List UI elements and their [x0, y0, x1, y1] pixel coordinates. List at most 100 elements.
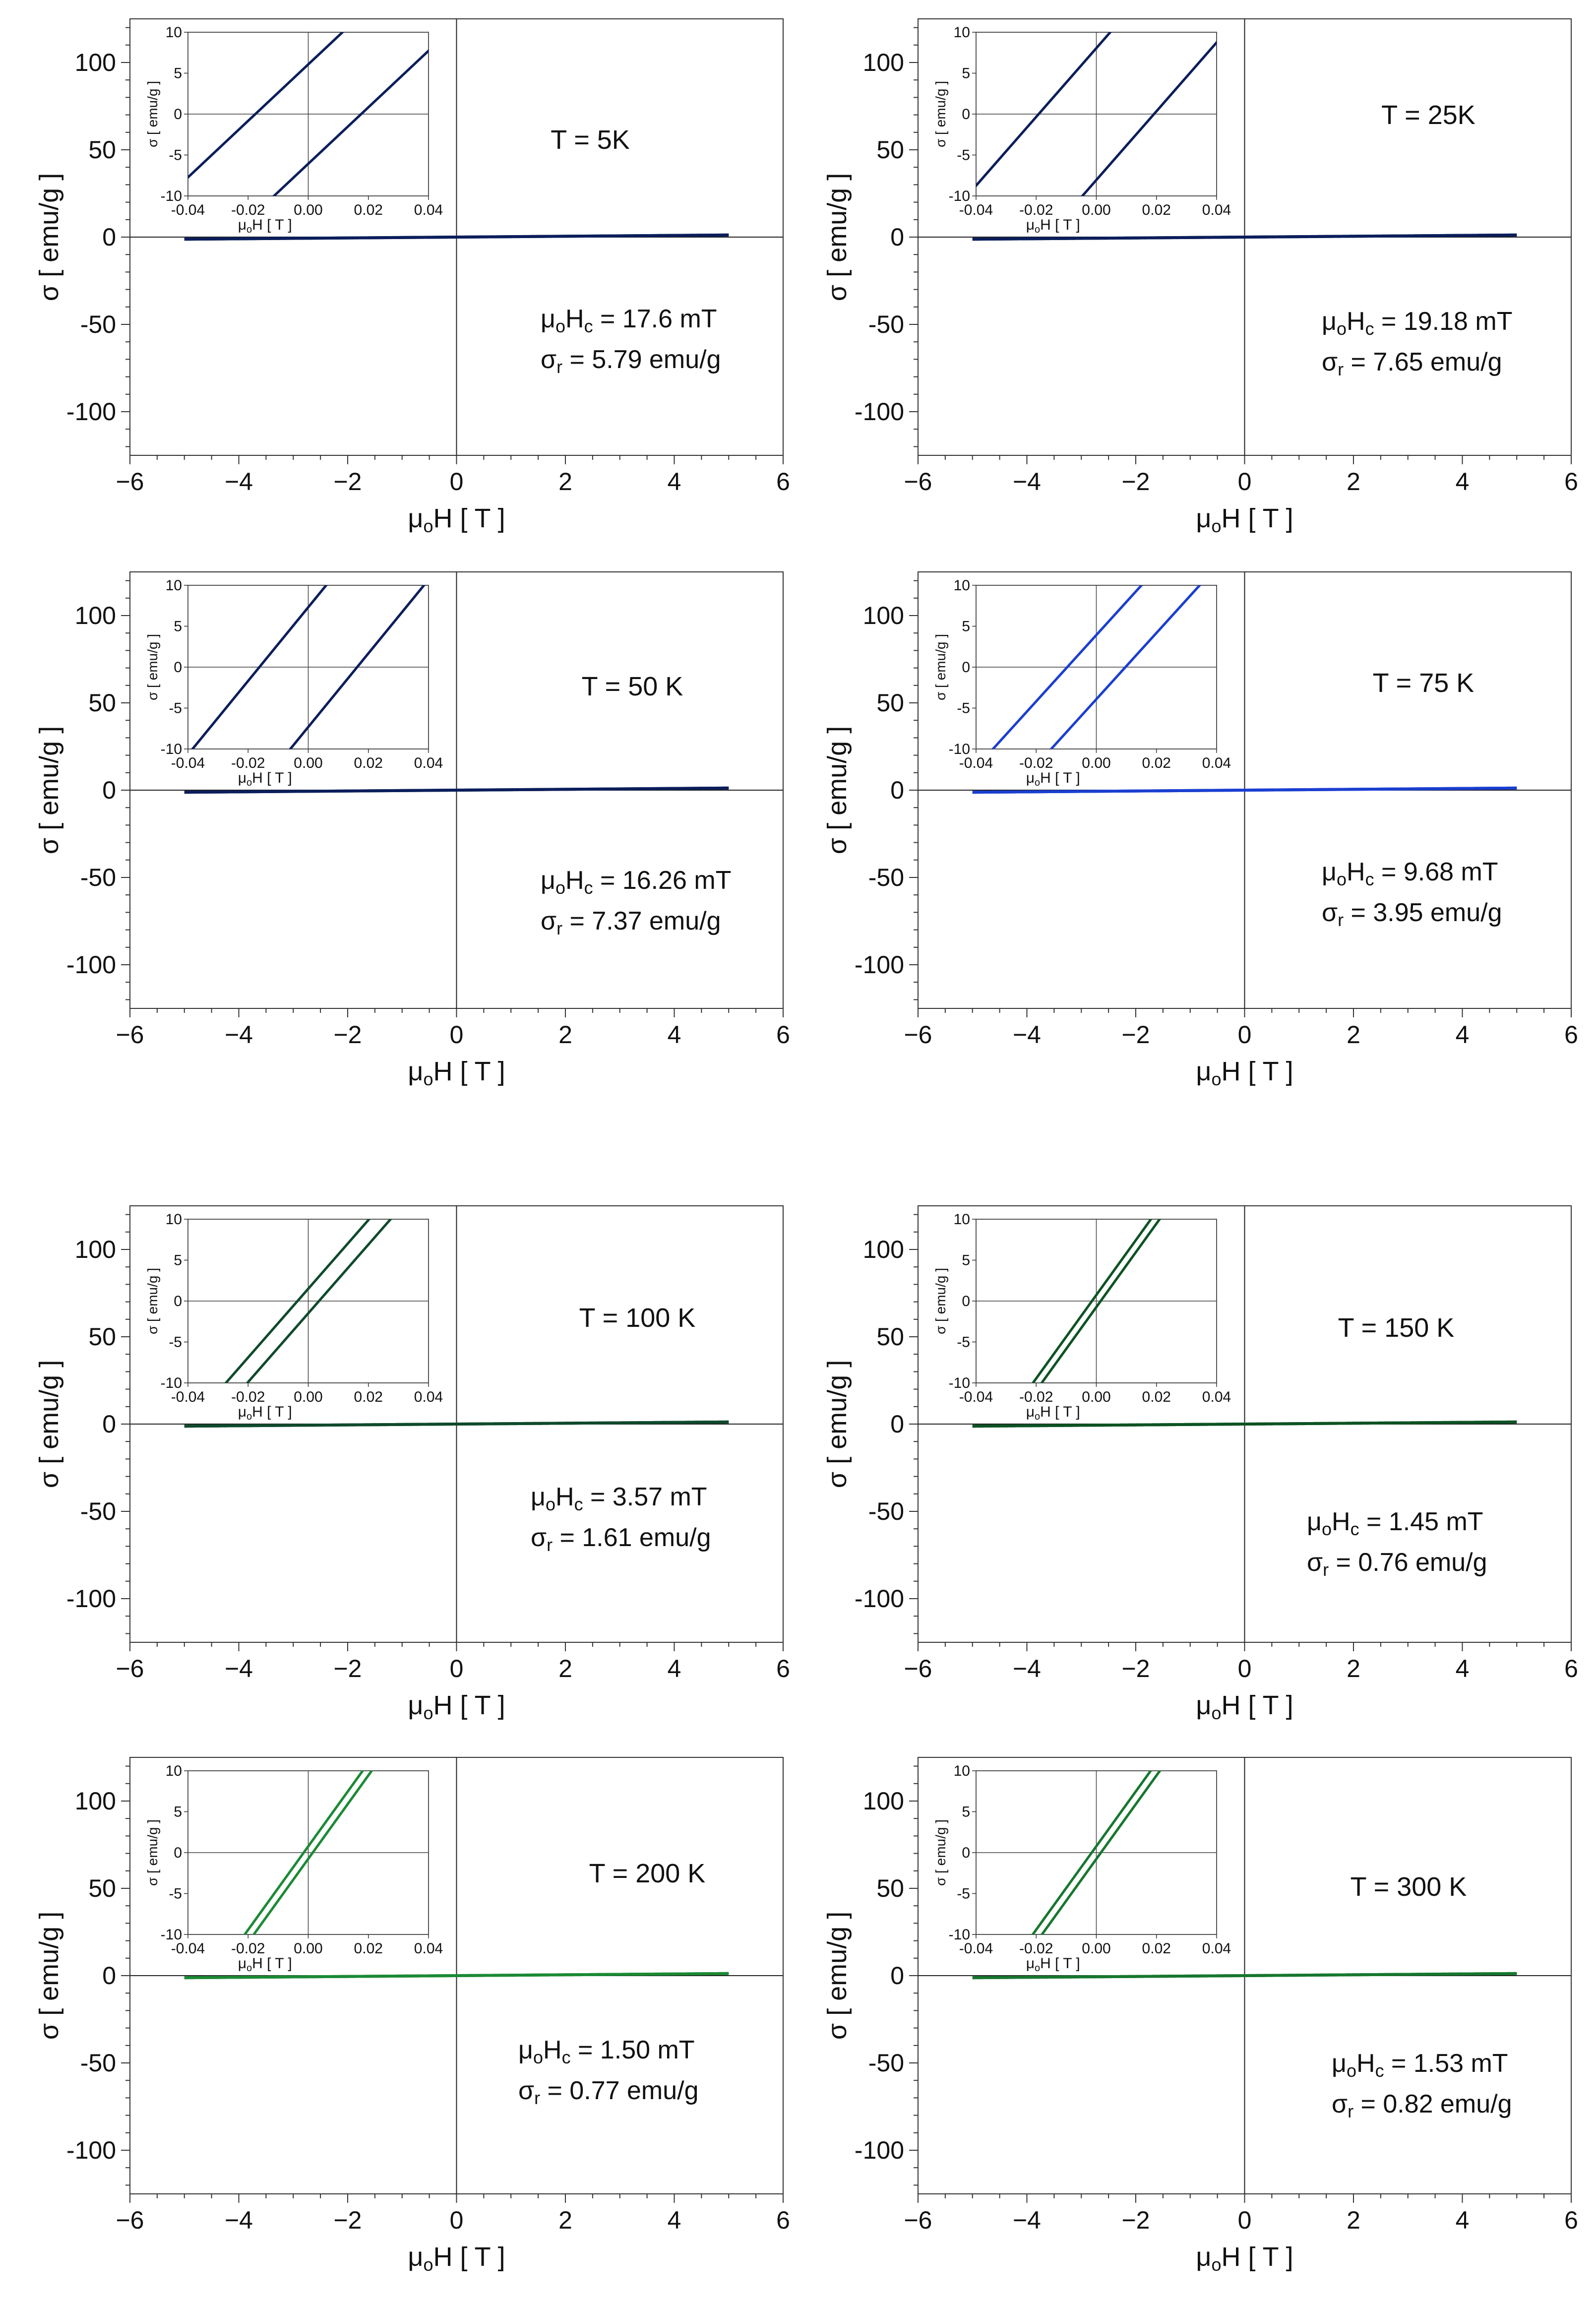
- remanence-label: σr = 0.82 emu/g: [1332, 2090, 1512, 2121]
- inset-zoom: -0.04 -0.02 0.00 0.02 0.04 -10 -5 0 5 10 μoH [ T ]…: [145, 1763, 443, 1974]
- inset-y-tick-label: -5: [169, 700, 182, 717]
- inset-y-axis-label: σ [ emu/g ]: [933, 1268, 948, 1334]
- inset-branch-right: [1081, 40, 1217, 196]
- inset-y-tick-label: 5: [174, 619, 182, 635]
- y-tick-label: -100: [855, 1585, 904, 1613]
- x-tick-label: 6: [776, 468, 790, 496]
- inset-x-tick-label: 0.02: [354, 755, 383, 771]
- inset-y-tick-label: -10: [161, 1375, 182, 1391]
- inset-y-axis-label: σ [ emu/g ]: [145, 1268, 160, 1334]
- y-axis-label: σ [ emu/g ]: [822, 1360, 852, 1488]
- inset-y-tick-label: -5: [957, 1886, 970, 1902]
- inset-y-tick-label: -5: [957, 1334, 970, 1351]
- inset-y-tick-label: 0: [174, 1845, 182, 1861]
- x-tick-label: −6: [116, 1655, 144, 1682]
- x-tick-label: −6: [116, 2206, 144, 2234]
- inset-y-tick-label: 10: [166, 577, 182, 594]
- inset-y-tick-label: 10: [954, 1763, 970, 1779]
- x-axis-label: μoH [ T ]: [1196, 503, 1293, 536]
- y-tick-label: 0: [890, 1962, 904, 1990]
- inset-zoom: -0.04 -0.02 0.00 0.02 0.04 -10 -5 0 5 10 μoH [ T ]…: [933, 577, 1231, 788]
- inset-y-tick-label: 10: [166, 1211, 182, 1228]
- x-tick-label: −4: [1013, 1655, 1041, 1682]
- inset-x-tick-label: -0.02: [231, 1389, 265, 1405]
- x-tick-label: 4: [668, 1021, 681, 1049]
- inset-y-tick-label: 5: [962, 619, 970, 635]
- x-tick-label: 2: [558, 468, 572, 496]
- inset-y-tick-label: 0: [174, 659, 182, 676]
- x-tick-label: 0: [1238, 2206, 1252, 2234]
- remanence-label: σr = 7.65 emu/g: [1322, 348, 1502, 379]
- y-tick-label: 50: [88, 136, 116, 164]
- y-tick-label: 50: [88, 1323, 116, 1351]
- inset-x-tick-label: 0.04: [1202, 202, 1231, 218]
- x-tick-label: 2: [558, 1655, 572, 1682]
- inset-y-axis-label: σ [ emu/g ]: [933, 1819, 948, 1886]
- x-tick-label: 4: [1456, 468, 1470, 496]
- x-tick-label: 0: [1238, 1021, 1252, 1049]
- inset-x-tick-label: -0.04: [959, 1389, 993, 1405]
- x-tick-label: −6: [904, 1655, 932, 1682]
- y-axis-label: σ [ emu/g ]: [822, 1912, 852, 2040]
- inset-x-tick-label: 0.00: [1082, 202, 1110, 218]
- temperature-label: T = 200 K: [589, 1859, 706, 1888]
- x-tick-label: 6: [776, 1021, 790, 1049]
- inset-x-tick-label: -0.02: [1019, 1389, 1053, 1405]
- inset-y-tick-label: 10: [166, 1763, 182, 1779]
- inset-x-tick-label: 0.00: [294, 202, 322, 218]
- inset-y-tick-label: -10: [949, 188, 970, 204]
- inset-x-tick-label: 0.02: [1142, 202, 1171, 218]
- inset-y-tick-label: -5: [169, 147, 182, 164]
- inset-zoom: -0.04 -0.02 0.00 0.02 0.04 -10 -5 0 5 10 μoH [ T ]…: [145, 577, 443, 788]
- x-tick-label: −2: [1121, 468, 1150, 496]
- inset-y-axis-label: σ [ emu/g ]: [145, 634, 160, 700]
- x-tick-label: 4: [668, 1655, 681, 1682]
- x-tick-label: −4: [225, 1655, 253, 1682]
- y-tick-label: 100: [863, 1236, 904, 1263]
- inset-branch-right: [272, 49, 429, 196]
- y-tick-label: 100: [75, 1787, 116, 1815]
- inset-y-tick-label: -5: [169, 1334, 182, 1351]
- inset-y-tick-label: 0: [962, 1293, 970, 1309]
- y-tick-label: 50: [876, 689, 904, 717]
- inset-x-tick-label: -0.02: [231, 202, 265, 218]
- inset-y-axis-label: σ [ emu/g ]: [145, 81, 160, 147]
- x-tick-label: 0: [450, 468, 464, 496]
- inset-y-tick-label: 10: [954, 577, 970, 594]
- y-tick-label: -100: [855, 2136, 904, 2164]
- y-tick-label: -50: [868, 1497, 904, 1525]
- temperature-label: T = 150 K: [1338, 1313, 1455, 1343]
- inset-zoom: -0.04 -0.02 0.00 0.02 0.04 -10 -5 0 5 10 μoH [ T ]…: [933, 1211, 1231, 1422]
- inset-y-tick-label: 5: [174, 65, 182, 82]
- hysteresis-branch-ascending: [972, 1420, 1517, 1428]
- y-tick-label: 0: [890, 776, 904, 804]
- y-tick-label: -100: [66, 1585, 116, 1613]
- inset-x-tick-label: -0.04: [171, 755, 205, 771]
- coercivity-label: μoHc = 1.45 mT: [1307, 1507, 1483, 1539]
- y-tick-label: 0: [102, 1962, 116, 1990]
- inset-branch-right: [289, 585, 426, 749]
- hysteresis-branch-ascending: [972, 233, 1517, 241]
- x-axis-label: μoH [ T ]: [408, 503, 505, 536]
- temperature-label: T = 75 K: [1373, 668, 1474, 698]
- x-tick-label: −4: [225, 2206, 253, 2234]
- inset-x-axis-label: μoH [ T ]: [238, 770, 292, 788]
- y-tick-label: 100: [75, 1236, 116, 1263]
- inset-x-axis-label: μoH [ T ]: [238, 1955, 292, 1974]
- coercivity-label: μoHc = 17.6 mT: [541, 305, 717, 336]
- inset-branch-left: [1031, 1771, 1153, 1934]
- x-tick-label: 2: [558, 2206, 572, 2234]
- x-axis-label: μoH [ T ]: [408, 2242, 505, 2275]
- inset-branch-left: [243, 1771, 365, 1934]
- x-tick-label: −2: [333, 468, 362, 496]
- y-tick-label: 100: [863, 602, 904, 629]
- inset-y-tick-label: 0: [962, 106, 970, 123]
- inset-branch-left: [1031, 1219, 1153, 1383]
- y-tick-label: -50: [80, 1497, 116, 1525]
- inset-y-tick-label: 10: [954, 24, 970, 41]
- inset-y-tick-label: 5: [174, 1252, 182, 1269]
- inset-x-tick-label: 0.02: [1142, 755, 1171, 771]
